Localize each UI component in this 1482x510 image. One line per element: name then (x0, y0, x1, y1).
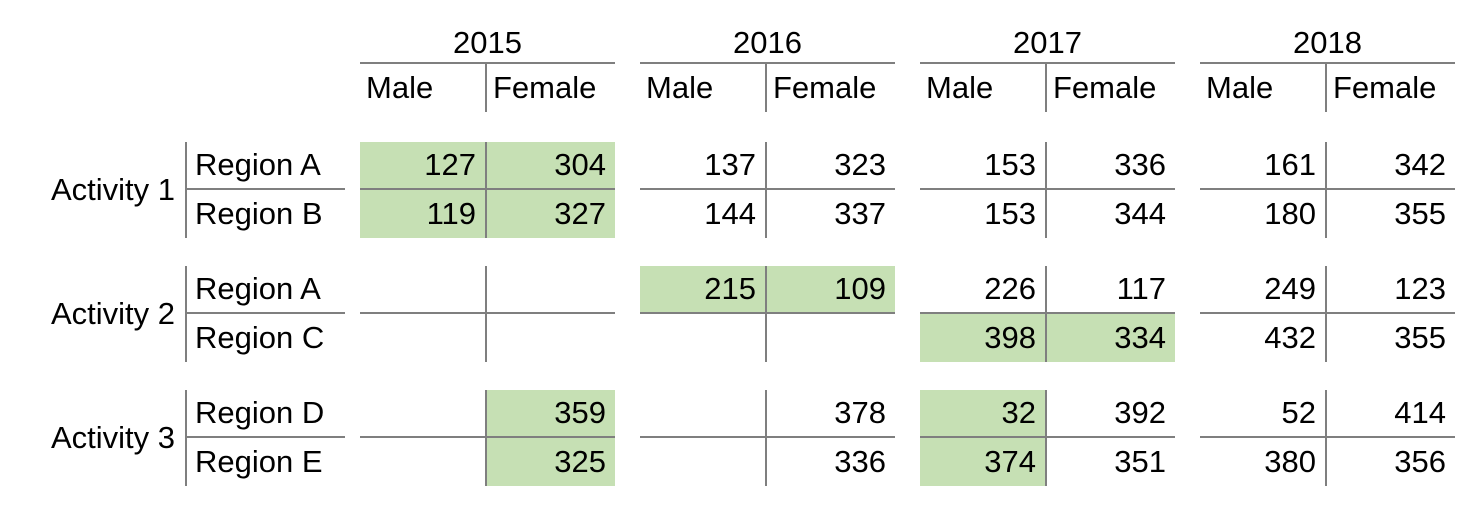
table-grid: 2015 2016 2017 2018 Male Female Male Fem… (30, 24, 1482, 486)
data-cell: 336 (834, 444, 886, 479)
data-cell: 161 (1200, 142, 1327, 190)
data-cell: 127 (360, 142, 487, 190)
data-cell: 337 (834, 196, 886, 231)
data-cell (360, 438, 487, 486)
gender-header-2018-male: Male (1200, 64, 1327, 112)
gender-header-2016-male: Male (640, 64, 767, 112)
data-cell: 109 (767, 266, 895, 314)
data-cell: 378 (767, 390, 895, 438)
data-cell (767, 314, 895, 362)
data-cell: 398 (920, 314, 1047, 362)
data-cell (360, 314, 487, 362)
gender-header-2017-female: Female (1053, 70, 1157, 105)
data-cell: 414 (1327, 390, 1455, 438)
activity-label-1: Activity 1 (50, 172, 175, 207)
year-header-2016: 2016 (640, 24, 895, 64)
region-label: Region D (185, 390, 345, 438)
activity-label-3: Activity 3 (50, 420, 175, 455)
data-cell: 344 (1114, 196, 1166, 231)
data-cell: 325 (487, 438, 615, 486)
data-cell: 380 (1200, 438, 1327, 486)
data-cell: 117 (1047, 266, 1175, 314)
data-cell (640, 314, 767, 362)
data-cell: 215 (640, 266, 767, 314)
region-label: Region A (185, 266, 345, 314)
data-cell: 323 (767, 142, 895, 190)
data-cell: 32 (920, 390, 1047, 438)
data-cell: 144 (640, 190, 767, 238)
data-cell: 359 (487, 390, 615, 438)
data-cell: 355 (1394, 196, 1446, 231)
gender-header-2016-female: Female (773, 70, 877, 105)
data-cell (487, 314, 615, 362)
data-cell: 336 (1047, 142, 1175, 190)
activity-label-2: Activity 2 (50, 296, 175, 331)
region-label: Region C (185, 314, 345, 362)
data-cell (360, 266, 487, 314)
region-label: Region B (185, 190, 345, 238)
data-cell: 226 (920, 266, 1047, 314)
data-cell: 351 (1114, 444, 1166, 479)
region-label: Region E (185, 438, 345, 486)
data-cell: 52 (1200, 390, 1327, 438)
data-cell: 334 (1047, 314, 1175, 362)
data-cell (360, 390, 487, 438)
data-cell: 119 (360, 190, 487, 238)
data-cell: 392 (1047, 390, 1175, 438)
gender-header-2018-female: Female (1333, 70, 1437, 105)
year-header-2017: 2017 (920, 24, 1175, 64)
data-cell: 153 (920, 142, 1047, 190)
gender-header-2017-male: Male (920, 64, 1047, 112)
year-header-2015: 2015 (360, 24, 615, 64)
data-cell: 153 (920, 190, 1047, 238)
data-cell: 342 (1327, 142, 1455, 190)
gender-header-2015-female: Female (493, 70, 597, 105)
data-cell: 123 (1327, 266, 1455, 314)
data-cell: 374 (920, 438, 1047, 486)
data-cell: 356 (1394, 444, 1446, 479)
region-label: Region A (185, 142, 345, 190)
data-cell: 304 (487, 142, 615, 190)
data-cell (640, 438, 767, 486)
year-header-2018: 2018 (1200, 24, 1455, 64)
data-cell (640, 390, 767, 438)
data-cell: 180 (1200, 190, 1327, 238)
data-cell: 432 (1200, 314, 1327, 362)
gender-header-2015-male: Male (360, 64, 487, 112)
data-cell: 355 (1394, 320, 1446, 355)
data-cell: 137 (640, 142, 767, 190)
data-cell: 327 (487, 190, 615, 238)
data-cell: 249 (1200, 266, 1327, 314)
data-cell (487, 266, 615, 314)
